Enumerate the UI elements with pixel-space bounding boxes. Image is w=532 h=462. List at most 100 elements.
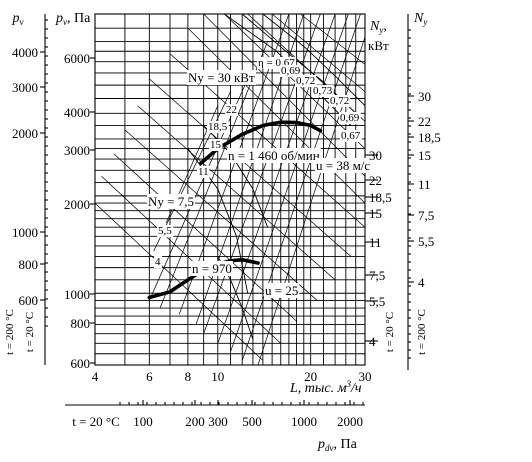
velocity-label-38: u = 38 м/с [316, 158, 370, 173]
power-line-label-bg [157, 225, 174, 237]
ny-t200-tick-label: 7,5 [418, 208, 434, 223]
pv-t20-tick-label: 600 [71, 356, 91, 371]
pv-tick-label: 2000 [12, 126, 38, 141]
ny-t200-temperature: t = 200 °C [416, 309, 428, 355]
performance-line [224, 13, 366, 149]
power-line-label: 18,5 [208, 121, 228, 133]
power-line-label-bg [147, 194, 195, 209]
pv-t20-axis-label: pv, Па [55, 11, 91, 27]
performance-lines [94, 13, 366, 366]
power-line-label-bg [207, 121, 229, 133]
efficiency-line [262, 13, 366, 107]
pv-t200-label: t = 200 °C [4, 309, 16, 355]
power-line-label-bg [187, 70, 256, 85]
power-line-label: Ny = 30 кВт [188, 70, 255, 85]
performance-line [94, 202, 264, 361]
pv-t20-label: t = 20 °C [24, 312, 36, 352]
pv-t20-tick-label: 2000 [64, 197, 90, 212]
ny-t200-tick-label: 15 [418, 148, 431, 163]
power-line-label: 22 [226, 104, 237, 116]
x-tick-label: 30 [359, 369, 372, 384]
efficiency-label-bg [339, 112, 361, 124]
efficiency-label: 0,67 [341, 130, 361, 142]
ny-t200-tick-label: 30 [418, 89, 431, 104]
efficiency-label: 0,73 [313, 85, 333, 97]
pdv-prefix: t = 20 °C [72, 414, 120, 429]
performance-line [137, 105, 336, 281]
pv-tick-label: 4000 [12, 45, 38, 60]
performance-line [159, 41, 268, 309]
series-label-n1460-bg [227, 148, 321, 163]
pv-t20-tick-label: 6000 [64, 51, 90, 66]
ny-t20-unit: кВт [368, 38, 389, 53]
performance-line [257, 36, 366, 366]
performance-line [187, 27, 366, 204]
power-line-label-bg [154, 256, 162, 268]
ny-t200-tick-label: 11 [418, 177, 431, 192]
performance-line [217, 13, 336, 344]
pdv-tick-label: 100 [133, 414, 153, 429]
series-label-n970: n = 970 [192, 261, 232, 276]
power-line-label: 15 [210, 139, 222, 151]
power-line-label: 11 [198, 166, 209, 178]
efficiency-label-bg [280, 65, 302, 77]
x-tick-label: 4 [92, 369, 99, 384]
x-tick-label: 6 [146, 369, 153, 384]
power-line-label-bg [225, 104, 238, 116]
efficiency-label: 0,69 [340, 112, 360, 124]
performance-line [101, 175, 282, 344]
x-tick-label: 8 [185, 369, 192, 384]
pdv-tick-label: 200 [185, 414, 205, 429]
ny-t20-axis-label: Ny, [369, 19, 387, 35]
performance-line [300, 13, 366, 65]
efficiency-label: 0,72 [330, 95, 349, 107]
series-label-n970-bg [191, 261, 233, 276]
velocity-label-38-bg [315, 158, 372, 173]
efficiency-label-bg [312, 85, 334, 97]
x-axis-label: L, тыс. м3/ч [289, 379, 362, 396]
pv-t20-tick-label: 3000 [64, 143, 90, 158]
pv-t20-tick-label: 1000 [64, 287, 90, 302]
series-label-n1460: n = 1 460 об/мин [228, 148, 320, 163]
pv-tick-label: 800 [19, 257, 39, 272]
pdv-axis-label: pdv, Па [317, 437, 358, 453]
pv-axis-label: pv [12, 11, 24, 27]
efficiency-label-bg [295, 75, 317, 87]
ny-t200-tick-label: 5,5 [418, 234, 434, 249]
performance-line [241, 13, 361, 361]
efficiency-label: 0,69 [281, 65, 301, 77]
power-line-label-bg [197, 166, 210, 178]
x-tick-label: 20 [304, 369, 317, 384]
pv-tick-label: 600 [19, 293, 39, 308]
chart-grid [94, 13, 366, 366]
performance-line [271, 13, 366, 92]
ny-t20-tick-label: 18,5 [369, 190, 392, 205]
performance-line [124, 129, 318, 301]
efficiency-label: 0,72 [296, 75, 315, 87]
ny-t200-axis-label: Ny [413, 11, 427, 27]
efficiency-label-bg [340, 130, 362, 142]
pv-tick-label: 3000 [12, 80, 38, 95]
ny-t200-tick-label: 18,5 [418, 130, 441, 145]
pdv-tick-label: 2000 [337, 414, 363, 429]
ny-t20-temperature: t = 20 °C [384, 312, 396, 352]
efficiency-label-bg [329, 95, 351, 107]
pv-t20-tick-label: 4000 [64, 105, 90, 120]
chart-labels: n = 1 460 об/мин n = 970 u = 38 м/с u = 25 N… [4, 11, 441, 453]
performance-line [153, 91, 231, 252]
velocity-label-25: u = 25 [265, 283, 298, 298]
ny-t200-tick-label: 4 [418, 275, 425, 290]
x-tick-label: 10 [211, 369, 224, 384]
power-line-label: 5,5 [158, 225, 172, 237]
power-line-label-bg [209, 139, 223, 151]
plot-frame [94, 13, 366, 366]
power-line-label: 4 [155, 256, 161, 268]
pdv-tick-label: 300 [208, 414, 228, 429]
pdv-tick-label: 1000 [291, 414, 317, 429]
power-line-label: Ny = 7,5 [148, 194, 194, 209]
pv-t20-tick-label: 800 [71, 316, 91, 331]
ny-t200-tick-label: 22 [418, 114, 431, 129]
performance-line [203, 13, 366, 177]
velocity-label-25-bg [264, 283, 300, 298]
